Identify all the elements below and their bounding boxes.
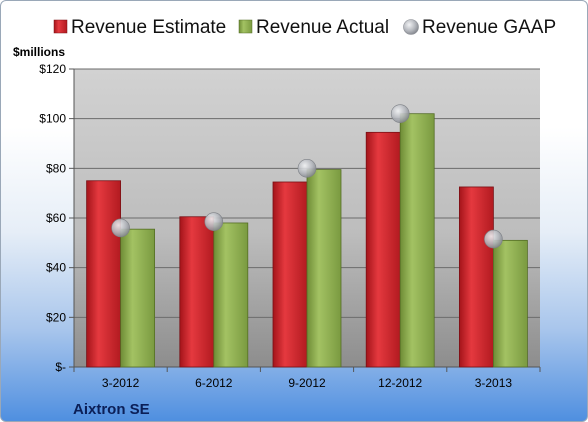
gaap-markers (111, 104, 503, 249)
legend-swatch-actual (238, 19, 253, 34)
marker-revenue-gaap (297, 159, 317, 178)
legend-swatch-estimate (53, 19, 68, 34)
legend-label-actual: Revenue Actual (256, 17, 389, 38)
bar-revenue-actual (120, 228, 155, 368)
x-tick-label: 6-2012 (195, 376, 233, 390)
bars (86, 113, 528, 368)
marker-revenue-gaap (204, 212, 224, 232)
x-tick-label: 3-2013 (475, 376, 513, 390)
y-tick-label: $80 (46, 161, 66, 175)
y-tick-label: $20 (46, 310, 66, 324)
unit-label: $millions (13, 45, 65, 59)
y-tick-label: $100 (39, 112, 66, 126)
legend-label-gaap: Revenue GAAP (422, 17, 556, 38)
bar-revenue-estimate (179, 216, 215, 368)
marker-revenue-gaap (484, 229, 503, 249)
y-axis: $- $20 $40 $60 $80 $100 $120 (39, 62, 75, 374)
bar-revenue-estimate (86, 180, 121, 368)
y-tick-label: $40 (46, 261, 66, 275)
x-axis: 3-2012 6-2012 9-2012 12-2012 3-2013 (73, 366, 541, 390)
bar-revenue-estimate (458, 186, 494, 368)
marker-revenue-gaap (390, 104, 410, 123)
x-tick-label: 3-2012 (102, 376, 140, 390)
bar-revenue-actual (492, 239, 528, 368)
bar-revenue-estimate (272, 181, 308, 368)
y-tick-label: $120 (39, 62, 66, 76)
legend: Revenue Estimate Revenue Actual Revenue … (53, 17, 556, 38)
bar-revenue-actual (213, 222, 249, 368)
x-tick-label: 12-2012 (378, 376, 422, 390)
y-tick-label: $60 (46, 211, 66, 225)
company-name: Aixtron SE (73, 401, 150, 418)
marker-revenue-gaap (111, 218, 130, 238)
legend-label-estimate: Revenue Estimate (71, 17, 226, 38)
legend-swatch-gaap (403, 19, 419, 35)
bar-revenue-actual (399, 113, 435, 368)
bar-revenue-estimate (365, 131, 401, 368)
bar-revenue-actual (306, 169, 342, 368)
x-tick-label: 9-2012 (288, 376, 326, 390)
y-tick-label: $- (55, 360, 66, 374)
